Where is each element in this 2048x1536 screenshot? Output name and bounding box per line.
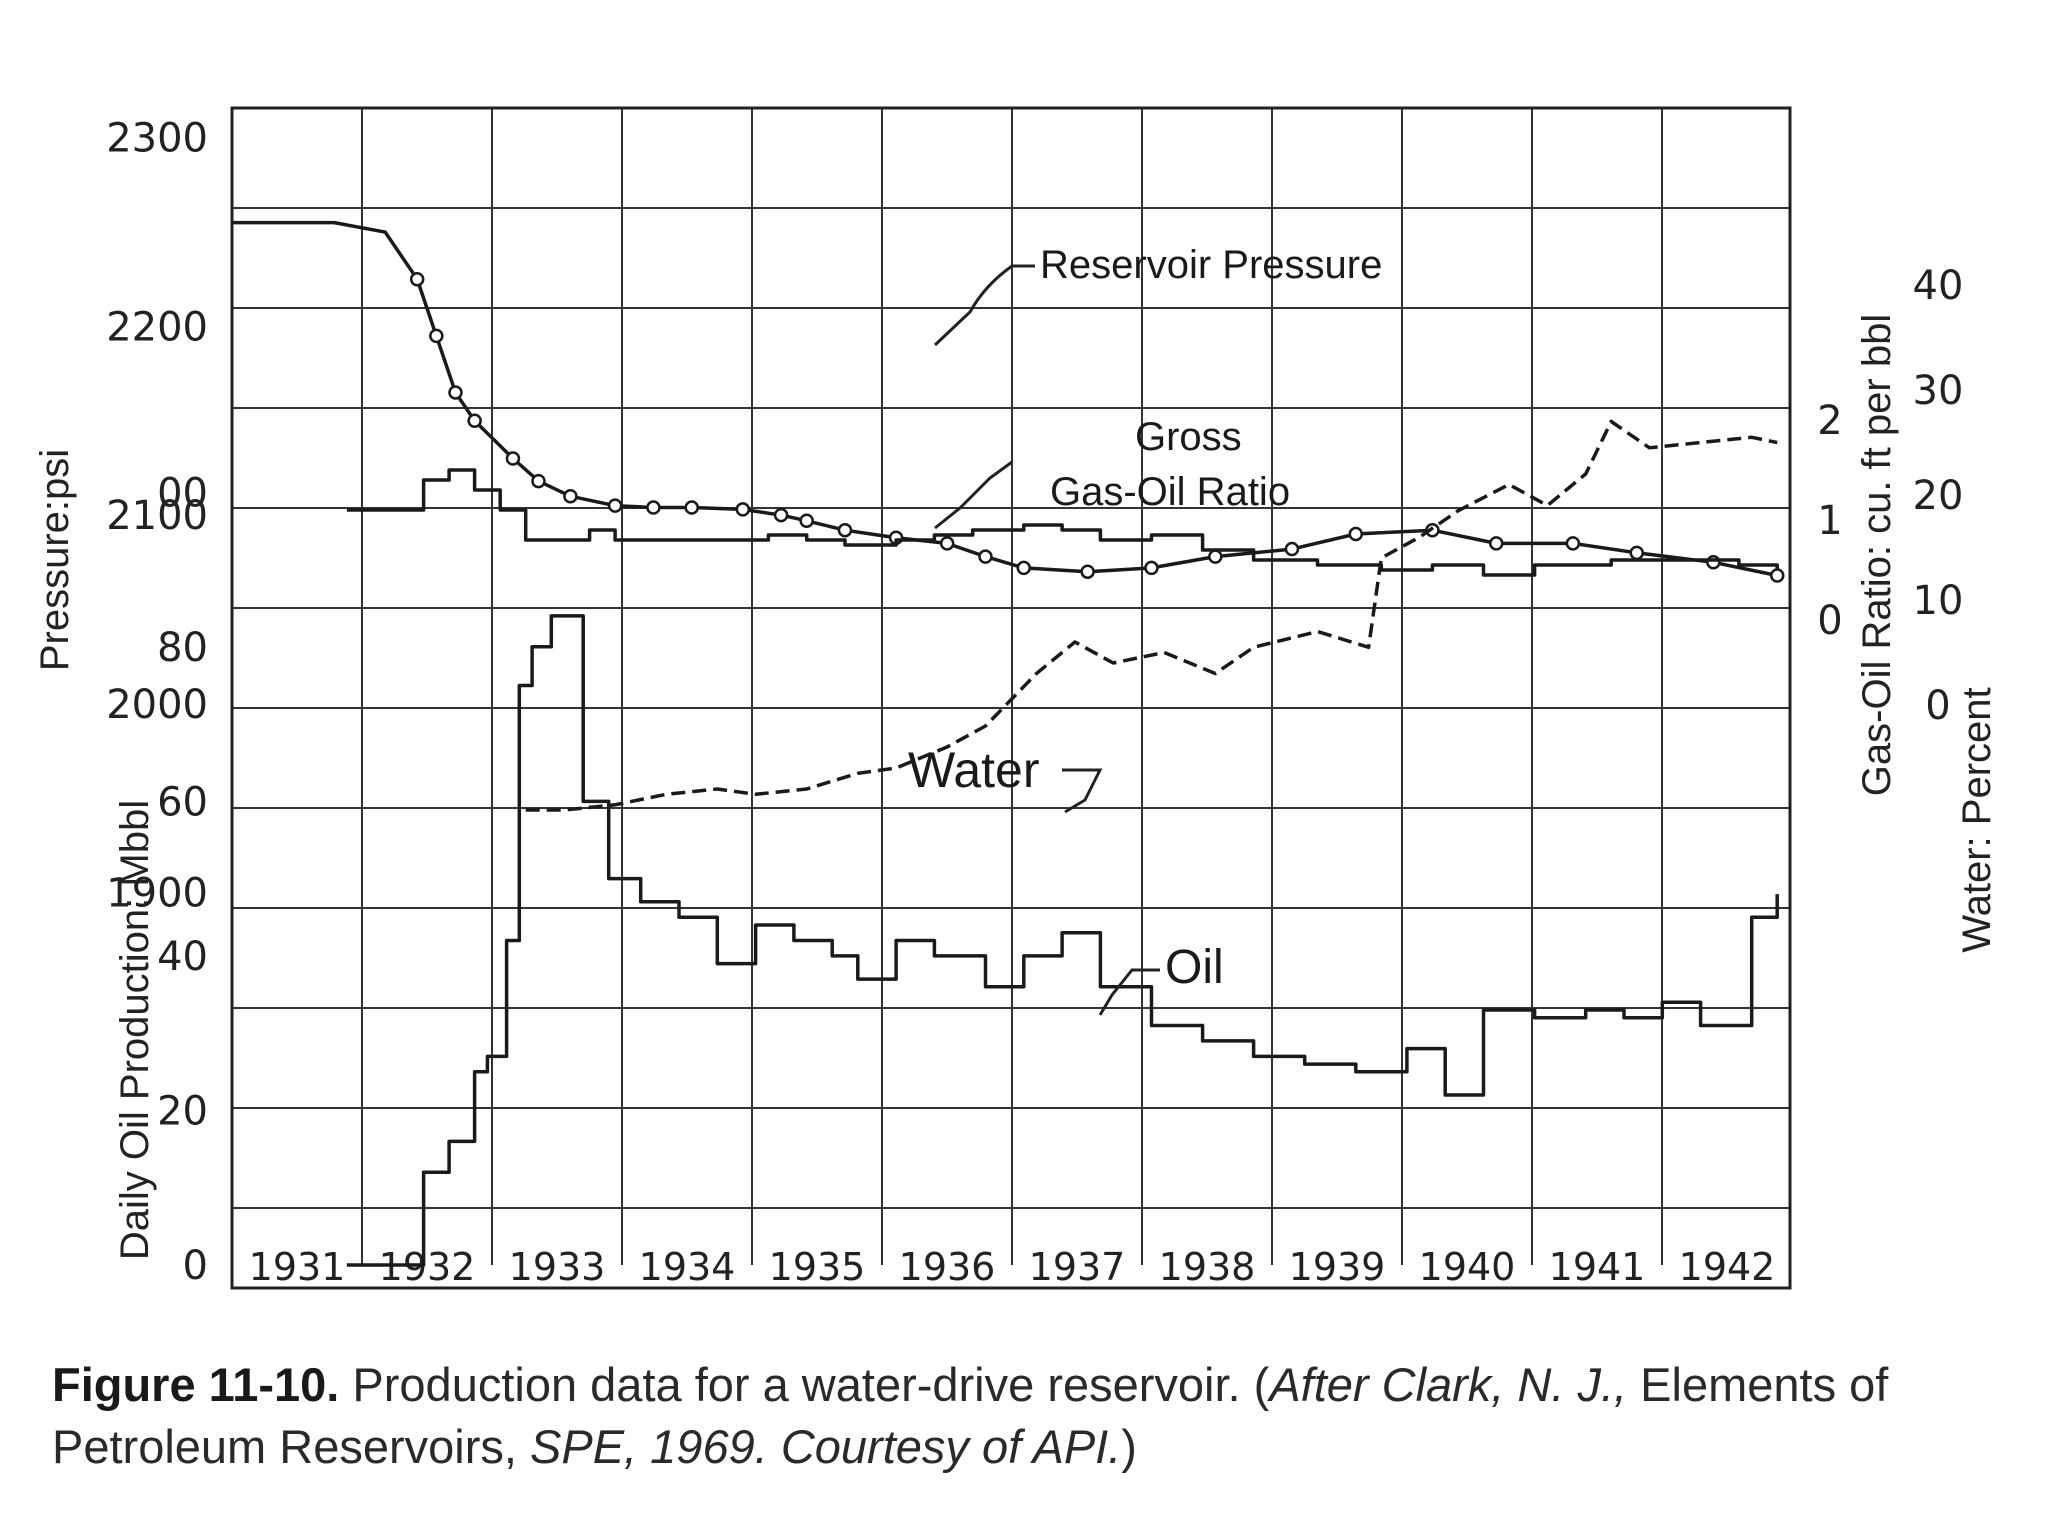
pressure-point [448,385,463,400]
pressure-point [1208,549,1223,564]
year-tick: 1940 [1419,1245,1516,1289]
pressure-point [735,502,751,517]
pressure-tick-labels: 2300 2200 2100 2000 1900 [106,116,208,917]
year-tick: 1935 [769,1245,866,1289]
water-tick: 20 [1913,473,1964,519]
year-tick: 1934 [639,1245,736,1289]
pressure-tick: 2100 [106,493,208,539]
figure-caption: Figure 11-10. Production data for a wate… [52,1354,2012,1478]
series-oil [346,614,1779,1267]
pressure-tick: 2000 [106,682,208,728]
oil-tick: 80 [157,625,208,671]
year-tick: 1938 [1159,1245,1256,1289]
caption-close: ) [1121,1420,1137,1473]
series-layer [232,220,1785,1267]
year-tick: 1937 [1029,1245,1126,1289]
year-tick: 1942 [1679,1245,1776,1289]
label-gross: Gross [1135,415,1242,459]
year-tick-labels: 1931 1932 1933 1934 1935 1936 1937 1938 1939 1940… [249,1245,1776,1289]
leader-gas-oil-ratio [934,460,1013,530]
water-axis-label: Water: Percent [1955,687,1999,952]
pressure-tick: 2200 [106,304,208,350]
pressure-point [607,498,623,513]
label-gas-oil-ratio: Gas-Oil Ratio [1050,470,1290,514]
caption-source: SPE, 1969. Courtesy of API. [530,1420,1122,1473]
pressure-point [646,500,661,515]
year-tick: 1941 [1549,1245,1646,1289]
pressure-tick: 2300 [106,116,208,162]
oil-tick: 40 [157,934,208,980]
pressure-point [1489,536,1504,551]
caption-book-title: Elements of Petroleum Reservoirs, [52,1358,1889,1473]
pressure-point [1284,541,1300,557]
oil-tick-labels: 00 80 60 40 20 0 [157,470,208,1289]
pressure-tick: 1900 [106,870,208,916]
pressure-point [409,271,425,287]
gor-tick: 1 [1817,498,1842,544]
pressure-point [505,451,521,466]
pressure-point [429,328,444,344]
pressure-axis-label: Pressure:psi [33,449,77,671]
label-oil: Oil [1165,941,1224,994]
series-water [525,419,1778,812]
pressure-point [1016,560,1032,576]
pressure-point [837,522,853,538]
water-tick-labels: 40 30 20 10 0 [1913,263,1964,729]
pressure-point [563,488,578,504]
grid [231,107,1790,1265]
oil-tick: 60 [157,779,208,825]
year-tick: 1933 [509,1245,606,1289]
gor-tick-labels: 2 1 0 [1817,398,1842,644]
gor-axis-label: Gas-Oil Ratio: cu. ft per bbl [1855,314,1899,796]
pressure-point [1769,568,1785,583]
gor-tick: 2 [1817,398,1842,444]
water-tick: 30 [1913,368,1964,414]
pressure-point [939,536,955,551]
water-tick: 40 [1913,263,1964,309]
year-tick: 1939 [1289,1245,1386,1289]
pressure-point [531,473,546,489]
oil-axis-label: Daily Oil Production: Mbbl [113,800,157,1260]
series-gas-oil-ratio [346,468,1779,577]
pressure-point [1565,536,1581,551]
pressure-point [467,413,482,429]
caption-text: Production data for a water-drive reserv… [339,1358,1270,1411]
water-tick: 0 [1925,683,1950,729]
oil-tick: 20 [157,1088,208,1134]
pressure-point [1348,526,1364,542]
figure-number: Figure 11-10. [52,1358,340,1411]
label-reservoir-pressure: Reservoir Pressure [1040,243,1382,287]
label-water: Water [908,742,1040,798]
oil-tick: 0 [183,1243,208,1289]
water-tick: 10 [1913,578,1964,624]
leader-reservoir-pressure [933,264,1035,347]
gor-tick: 0 [1817,598,1842,644]
pressure-point [1080,564,1095,579]
pressure-point [978,549,993,564]
year-tick: 1932 [379,1245,476,1289]
pressure-point [773,507,789,523]
caption-citation: After Clark, N. J., [1269,1358,1641,1411]
year-tick: 1936 [899,1245,996,1289]
pressure-point [1706,555,1721,570]
oil-tick: 00 [157,470,208,516]
pressure-point [684,500,699,515]
year-tick: 1931 [249,1245,346,1289]
plot-frame [230,106,1792,1290]
pressure-point [1629,545,1645,561]
pressure-point [1144,560,1159,576]
leader-water [1062,768,1103,814]
leader-oil [1098,968,1160,1016]
series-reservoir-pressure [232,220,1778,578]
pressure-point [799,513,814,529]
